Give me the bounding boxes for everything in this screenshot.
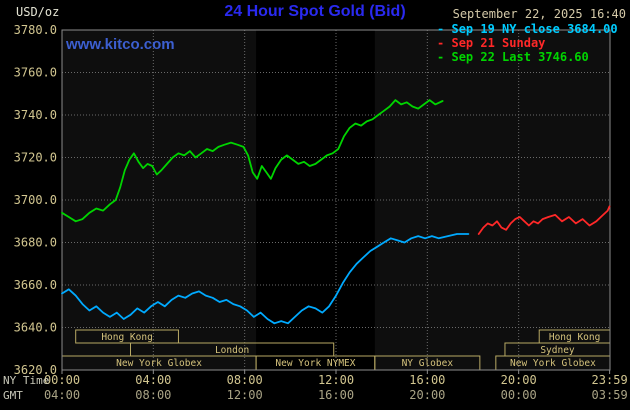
y-tick-label: 3640.0 bbox=[14, 321, 57, 335]
y-tick-label: 3740.0 bbox=[14, 108, 57, 122]
session-label: New York NYMEX bbox=[275, 358, 355, 369]
x-tick-label-ny: 16:00 bbox=[409, 373, 445, 387]
x-tick-label-ny: 20:00 bbox=[501, 373, 537, 387]
session-label: Hong Kong bbox=[101, 332, 152, 343]
x-tick-label-gmt: 03:59 bbox=[592, 388, 628, 402]
legend-marker-sep19: - bbox=[437, 22, 445, 36]
y-tick-label: 3780.0 bbox=[14, 23, 57, 37]
legend-marker-sep21: - bbox=[437, 36, 445, 50]
session-label: New York Globex bbox=[116, 358, 202, 369]
x-tick-label-gmt: 04:00 bbox=[44, 388, 80, 402]
series-line-sep22-last bbox=[61, 99, 444, 223]
legend-item-sep19: - Sep 19 NY close 3684.00 bbox=[437, 22, 618, 36]
ny-time-axis-label: NY Time bbox=[3, 374, 50, 387]
x-tick-label-gmt: 20:00 bbox=[409, 388, 445, 402]
legend-item-sep22: - Sep 22 Last 3746.60 bbox=[437, 50, 618, 64]
legend-label-sep21: Sep 21 Sunday bbox=[451, 36, 546, 50]
session-box bbox=[75, 329, 179, 344]
x-tick-label-ny: 23:59 bbox=[592, 373, 628, 387]
legend-item-sep21: - Sep 21 Sunday bbox=[437, 36, 618, 50]
session-label: Hong Kong bbox=[549, 332, 600, 343]
y-tick-label: 3680.0 bbox=[14, 236, 57, 250]
x-tick-label-gmt: 08:00 bbox=[135, 388, 171, 402]
x-tick-label-ny: 12:00 bbox=[318, 373, 354, 387]
x-tick-label-gmt: 00:00 bbox=[501, 388, 537, 402]
legend-label-sep22: Sep 22 Last 3746.60 bbox=[451, 50, 589, 64]
chart-datetime: September 22, 2025 16:40 bbox=[452, 7, 626, 21]
kitco-watermark-link[interactable]: www.kitco.com bbox=[66, 36, 175, 53]
x-tick-label-ny: 00:00 bbox=[44, 373, 80, 387]
legend-marker-sep22: - bbox=[437, 50, 445, 64]
session-label: NY Globex bbox=[402, 358, 454, 369]
page-title: 24 Hour Spot Gold (Bid) bbox=[224, 3, 406, 20]
session-label: Sydney bbox=[540, 345, 575, 356]
y-tick-label: 3620.0 bbox=[14, 363, 57, 377]
x-tick-label-gmt: 12:00 bbox=[227, 388, 263, 402]
x-tick-label-ny: 04:00 bbox=[135, 373, 171, 387]
x-tick-label-ny: 08:00 bbox=[227, 373, 263, 387]
y-tick-label: 3660.0 bbox=[14, 278, 57, 292]
legend-label-sep19: Sep 19 NY close 3684.00 bbox=[451, 22, 618, 36]
session-label: London bbox=[215, 345, 249, 356]
y-tick-label: 3760.0 bbox=[14, 66, 57, 80]
y-axis-unit-label: USD/oz bbox=[16, 5, 60, 19]
series-line-sep21-sunday bbox=[477, 205, 611, 235]
series-line-sep19-ny-close bbox=[61, 233, 470, 325]
legend: - Sep 19 NY close 3684.00 - Sep 21 Sunda… bbox=[437, 22, 618, 64]
y-tick-label: 3700.0 bbox=[14, 193, 57, 207]
x-tick-label-gmt: 16:00 bbox=[318, 388, 354, 402]
y-tick-label: 3720.0 bbox=[14, 151, 57, 165]
gmt-axis-label: GMT bbox=[3, 389, 23, 402]
session-shading-band bbox=[256, 30, 375, 370]
session-label: New York Globex bbox=[510, 358, 596, 369]
